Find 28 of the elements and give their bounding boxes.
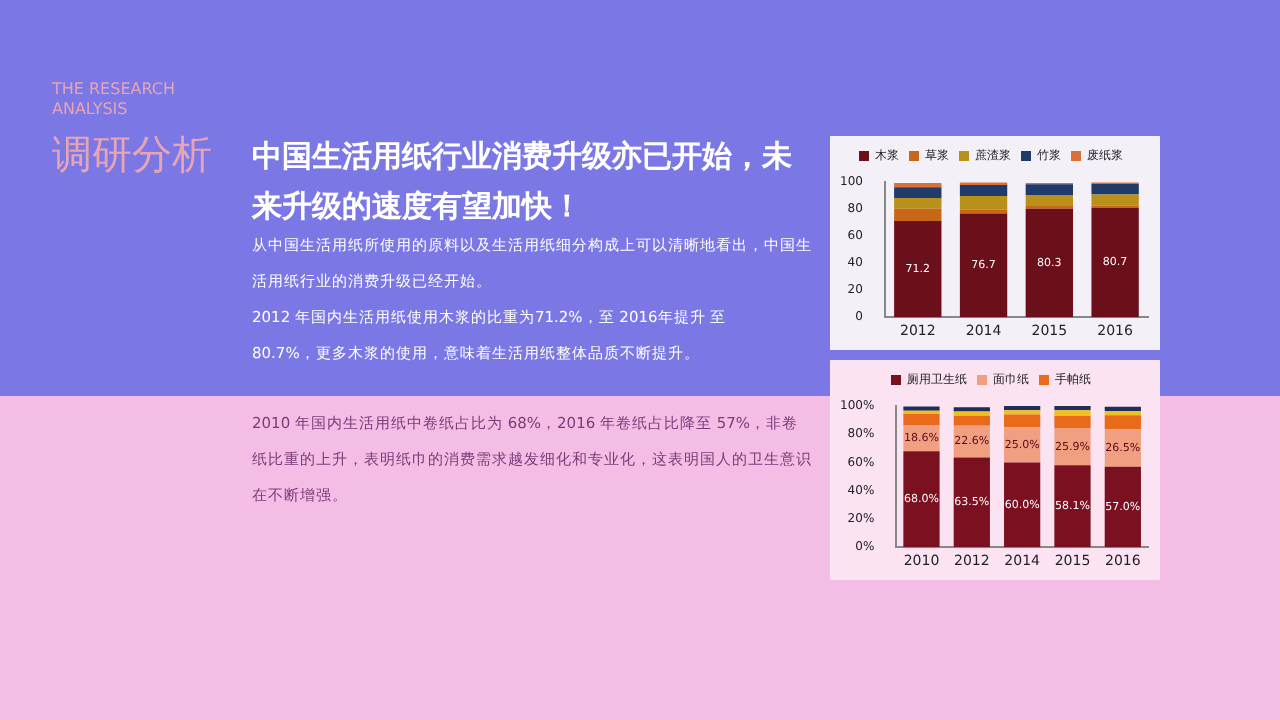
bar (959, 195, 1008, 210)
bar (903, 413, 940, 425)
bar (1054, 415, 1091, 429)
bar (959, 185, 1008, 196)
bar (953, 457, 990, 548)
bar (1054, 465, 1091, 548)
bar (1054, 410, 1091, 416)
bar (894, 187, 942, 198)
bar (1004, 462, 1041, 548)
bar (1091, 183, 1139, 195)
bar (1004, 414, 1041, 428)
bar (903, 451, 940, 548)
bar (894, 208, 942, 221)
bar (953, 415, 990, 426)
bar (1025, 208, 1074, 318)
bar (1025, 195, 1074, 206)
text: 调研分析 (52, 128, 214, 180)
text: THE RESEARCH ANALYSIS (52, 80, 177, 120)
text: 中国生活用纸行业消费升级亦已开始，未来升级的速度有望加快！ (252, 136, 792, 228)
bar (894, 197, 942, 209)
bar (959, 213, 1008, 318)
bar (894, 220, 942, 318)
bar (1025, 184, 1074, 196)
bar (1091, 208, 1139, 318)
bar (1104, 410, 1141, 416)
bar (1104, 415, 1141, 430)
bar (1104, 466, 1141, 548)
bar (1091, 194, 1139, 206)
